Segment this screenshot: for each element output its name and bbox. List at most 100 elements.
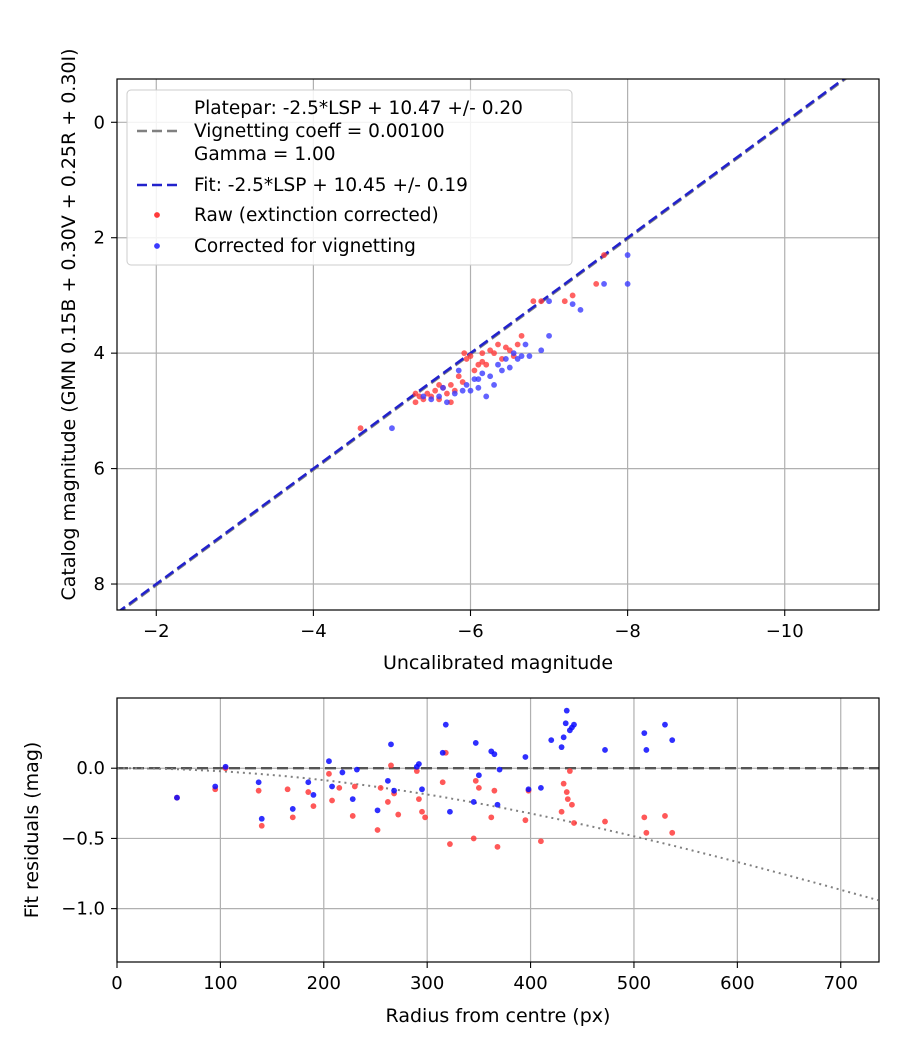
residual-point <box>560 734 567 741</box>
legend-box <box>126 89 573 266</box>
vignetting-curve <box>117 767 879 902</box>
data-point <box>577 306 584 313</box>
data-point <box>389 425 395 432</box>
residual-point <box>222 763 229 770</box>
y-tick-label: 0.0 <box>76 758 105 779</box>
calibration-legend: Platepar: -2.5*LSP + 10.47 +/- 0.20Vigne… <box>126 89 573 266</box>
residual-point <box>377 784 384 791</box>
residual-point <box>289 806 296 812</box>
residual-point <box>212 783 219 790</box>
residual-point <box>548 737 555 744</box>
residual-point <box>388 762 394 769</box>
x-tick-label: −8 <box>614 621 641 642</box>
x-tick-label: 400 <box>513 973 547 994</box>
residual-point <box>522 817 529 824</box>
x-tick-label: 500 <box>617 973 651 994</box>
residual-point <box>488 814 495 821</box>
residual-point <box>349 796 356 803</box>
data-point <box>479 370 486 377</box>
x-tick-label: −10 <box>766 621 804 642</box>
data-point <box>444 390 450 397</box>
residual-point <box>329 797 335 804</box>
data-point <box>518 332 525 339</box>
data-point <box>432 387 439 394</box>
y-tick-label: 4 <box>94 343 105 364</box>
data-point <box>601 280 607 287</box>
y-tick-label: 0 <box>94 112 105 133</box>
data-point <box>518 353 525 359</box>
data-point <box>455 373 462 380</box>
y-tick-label: 6 <box>94 459 105 480</box>
residual-point <box>258 815 265 822</box>
residual-point <box>602 818 608 825</box>
data-point <box>538 298 545 305</box>
residual-point <box>494 801 501 808</box>
residual-point <box>416 796 422 803</box>
calibration-y-axis-label: Catalog magnitude (GMN 0.15B + 0.30V + 0… <box>58 48 80 600</box>
data-point <box>459 387 466 394</box>
residual-point <box>643 747 650 753</box>
residual-point <box>310 791 317 798</box>
legend-marker-swatch <box>154 243 160 249</box>
residual-point <box>563 707 570 714</box>
residual-point <box>442 721 449 728</box>
data-point <box>471 367 478 374</box>
data-point <box>483 361 490 368</box>
residual-point <box>349 813 356 819</box>
residual-point <box>422 814 429 821</box>
data-point <box>522 341 529 348</box>
data-point <box>546 298 552 305</box>
residual-point <box>329 783 335 790</box>
residual-point <box>439 779 446 786</box>
residual-point <box>416 761 422 767</box>
residual-point <box>564 796 571 803</box>
calibration-ticks: −2 −4 −6 −8 −10 0 2 4 6 8 <box>94 112 804 642</box>
residual-point <box>384 799 391 805</box>
legend-label: Raw (extinction corrected) <box>194 205 439 226</box>
residuals-plot-area <box>117 698 879 962</box>
data-point <box>514 341 521 348</box>
residual-point <box>643 829 650 836</box>
data-point <box>357 425 364 432</box>
residual-point <box>566 768 573 774</box>
residual-point <box>472 777 479 784</box>
residual-point <box>326 758 332 765</box>
residual-point <box>538 784 544 791</box>
data-point <box>412 399 419 406</box>
data-point <box>530 298 537 305</box>
data-point <box>561 298 568 305</box>
fit-line <box>118 79 846 610</box>
residuals-axes-frame <box>116 697 880 963</box>
x-tick-label: 200 <box>307 973 341 994</box>
data-point <box>451 390 458 397</box>
data-point <box>538 347 545 354</box>
residual-point <box>395 811 402 818</box>
residual-point <box>496 766 503 773</box>
x-tick-label: 600 <box>720 973 754 994</box>
calibration-axes-frame <box>116 78 880 611</box>
residuals-reference-lines <box>117 767 879 902</box>
residual-point <box>353 766 360 773</box>
data-point <box>569 292 576 299</box>
data-point <box>444 399 450 406</box>
legend-label: Vignetting coeff = 0.00100 <box>194 121 445 142</box>
x-tick-label: 100 <box>203 973 237 994</box>
residual-point <box>491 751 498 758</box>
data-point <box>475 376 482 383</box>
residual-point <box>662 721 668 728</box>
data-point <box>491 382 497 388</box>
residual-point <box>669 829 676 836</box>
residual-point <box>336 784 343 791</box>
residual-point <box>339 769 346 776</box>
residual-point <box>475 772 482 779</box>
residuals-y-axis-label: Fit residuals (mag) <box>21 742 43 919</box>
residual-point <box>374 827 381 833</box>
residual-point <box>326 770 332 777</box>
y-tick-label: 2 <box>94 228 105 249</box>
data-point <box>479 350 486 357</box>
residual-point <box>447 841 453 847</box>
residuals-ticks: 0 100 200 300 400 500 600 700 0.0 −0.5 −1.0 <box>61 758 858 994</box>
x-tick-label: −6 <box>457 621 484 642</box>
residual-point <box>560 780 567 787</box>
